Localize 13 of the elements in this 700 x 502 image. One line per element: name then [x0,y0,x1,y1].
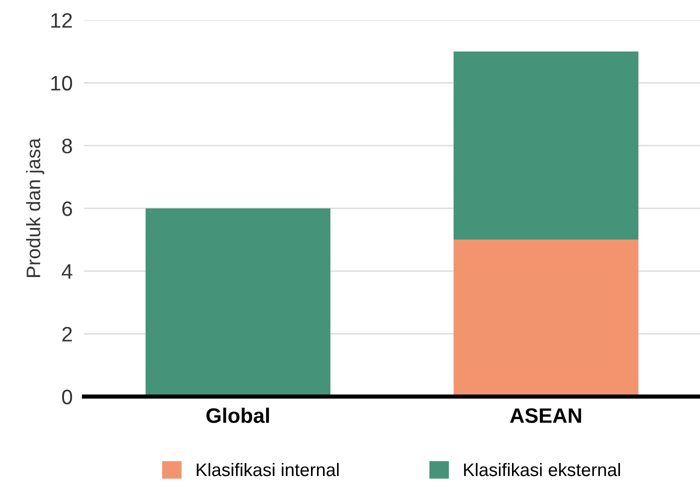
y-tick-label: 6 [62,201,72,216]
legend-label: Klasifikasi eksternal [464,462,620,476]
bar [454,51,638,240]
y-tick-label: 4 [62,264,72,279]
y-tick-label: 0 [62,390,72,404]
x-tick-label: Global [206,408,269,423]
y-tick-label: 2 [62,326,72,342]
legend-label: Klasifikasi internal [196,462,339,476]
x-tick-label: ASEAN [510,408,582,423]
y-axis-title: Produk dan jasa [26,138,44,277]
y-tick-label: 10 [51,76,72,91]
y-tick-label: 12 [51,13,72,28]
y-tick-label: 8 [62,138,72,154]
